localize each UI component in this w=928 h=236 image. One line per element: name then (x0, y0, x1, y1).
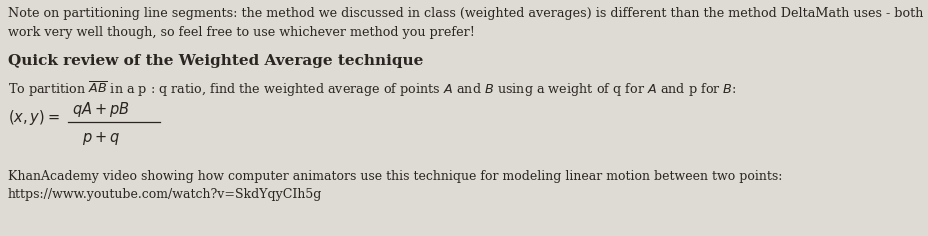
Text: KhanAcademy video showing how computer animators use this technique for modeling: KhanAcademy video showing how computer a… (8, 170, 781, 183)
Text: https://www.youtube.com/watch?v=SkdYqyCIh5g: https://www.youtube.com/watch?v=SkdYqyCI… (8, 188, 322, 201)
Text: work very well though, so feel free to use whichever method you prefer!: work very well though, so feel free to u… (8, 26, 474, 39)
Text: Quick review of the Weighted Average technique: Quick review of the Weighted Average tec… (8, 54, 423, 68)
Text: $(x, y) =$: $(x, y) =$ (8, 108, 59, 127)
Text: To partition $\overline{AB}$ in a p : q ratio, find the weighted average of poin: To partition $\overline{AB}$ in a p : q … (8, 80, 736, 99)
Text: Note on partitioning line segments: the method we discussed in class (weighted a: Note on partitioning line segments: the … (8, 7, 922, 20)
Text: $p + q$: $p + q$ (82, 130, 120, 147)
Text: $qA + pB$: $qA + pB$ (72, 100, 130, 119)
